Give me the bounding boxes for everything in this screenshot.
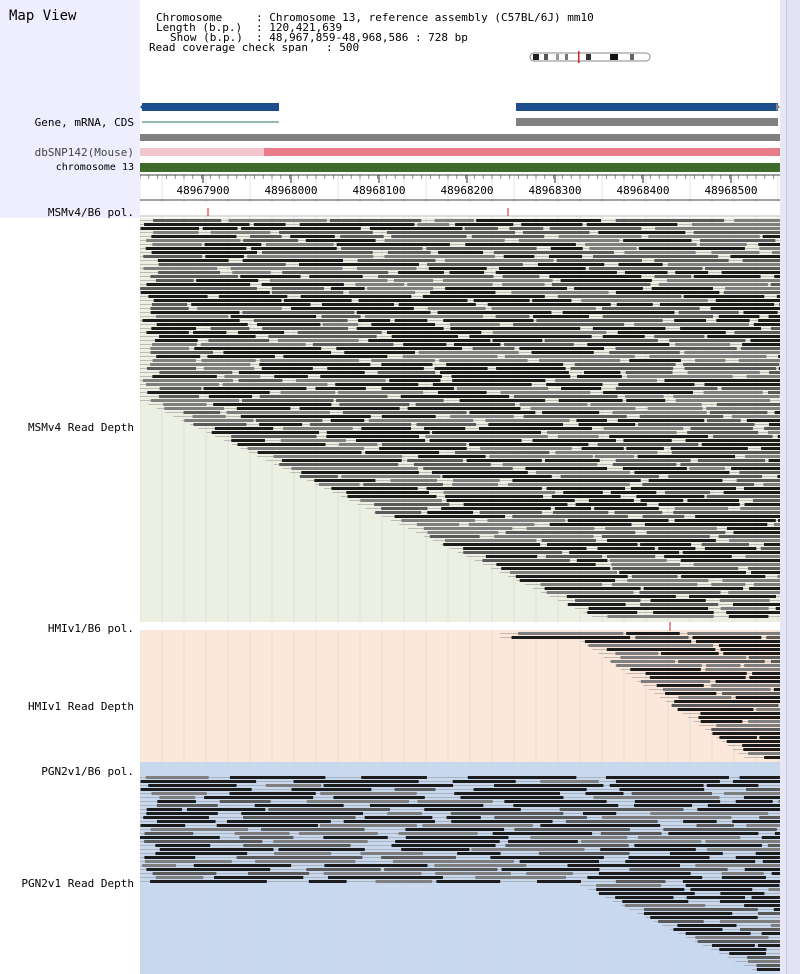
ruler-tick-label: 48968100	[353, 184, 406, 197]
ruler-tick-label: 48968400	[617, 184, 670, 197]
genome-track-canvas[interactable]: 48967900 48968000 48968100 48968200 48968300…	[140, 0, 780, 974]
position-ruler	[140, 174, 780, 201]
hmiv1-pol-label: HMIv1/B6 pol.	[47, 622, 134, 635]
chromosome-ideogram	[529, 51, 651, 63]
pgn2v1-depth-label: PGN2v1 Read Depth	[21, 877, 134, 890]
show-label: Show (b.p.)	[170, 31, 243, 44]
chromosome-track-bar	[140, 163, 780, 172]
length-label: Length (b.p.)	[156, 21, 243, 34]
pgn2v1-reads	[140, 776, 780, 971]
chromosome-label: Chromosome	[156, 11, 223, 24]
coverage-label: Read coverage check span	[149, 41, 308, 54]
chromosome-track-label: chromosome 13	[55, 162, 134, 173]
dbsnp-track[interactable]	[140, 148, 780, 156]
dbsnp-track-label: dbSNP142(Mouse)	[34, 146, 134, 159]
hmiv1-pol-track	[140, 622, 780, 631]
msmv4-depth-label: MSMv4 Read Depth	[28, 421, 134, 434]
gene-track[interactable]	[140, 103, 780, 141]
map-view-title: Map View	[9, 8, 77, 24]
msmv4-reads	[140, 219, 780, 618]
header-panel	[0, 0, 140, 218]
gene-track-label: Gene, mRNA, CDS	[34, 116, 134, 129]
vertical-scrollbar[interactable]	[786, 0, 800, 974]
msmv4-pol-track	[140, 203, 780, 217]
ruler-tick-label: 48968300	[529, 184, 582, 197]
hmiv1-reads	[500, 632, 780, 759]
hmiv1-depth-label: HMIv1 Read Depth	[28, 700, 134, 713]
pgn2v1-pol-label: PGN2v1/B6 pol.	[41, 765, 134, 778]
ruler-tick-label: 48968200	[441, 184, 494, 197]
coverage-value: : 500	[326, 41, 360, 54]
length-value: : 120,421,639	[256, 21, 343, 34]
ruler-tick-label: 48968000	[265, 184, 318, 197]
ruler-tick-label: 48967900	[177, 184, 230, 197]
chromosome-value: : Chromosome 13, reference assembly (C57…	[256, 11, 594, 24]
msmv4-pol-label: MSMv4/B6 pol.	[47, 206, 134, 219]
ruler-tick-label: 48968500	[705, 184, 758, 197]
show-value: : 48,967,859-48,968,586 : 728 bp	[256, 31, 468, 44]
